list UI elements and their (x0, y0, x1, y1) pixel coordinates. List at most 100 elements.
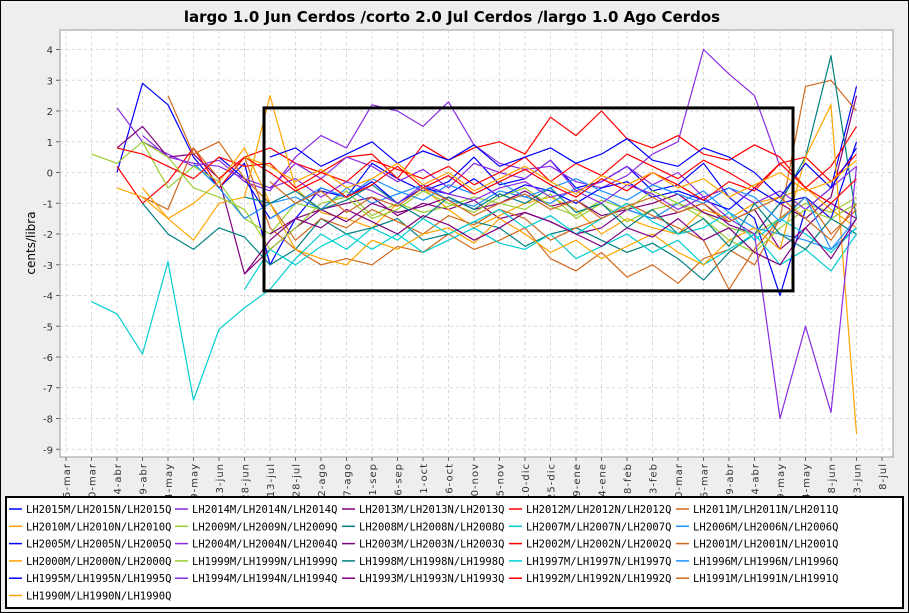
series-lines (91, 48, 858, 434)
x-tick-label: 11-oct (419, 463, 430, 501)
series-line-LH2002M/LH2002N/LH2002Q (116, 147, 857, 189)
legend-item: LH1990M/LH1990N/LH1990Q (9, 591, 171, 603)
x-tick-label: 11-sep (368, 463, 379, 503)
x-tick-label: 29-may (190, 463, 201, 507)
legend-label: LH1990M/LH1990N/LH1990Q (26, 591, 171, 603)
legend-label: LH2015M/LH2015N/LH2015Q (26, 504, 171, 516)
x-tick-label: 9-may (776, 463, 787, 500)
x-tick-label: 8-jun (827, 463, 838, 493)
x-tick-label: 23-jun (853, 463, 864, 501)
legend-label: LH2006M/LH2006N/LH2006Q (693, 521, 838, 533)
x-tick-label: 28-jul (292, 463, 303, 497)
y-tick-label: -7 (43, 384, 53, 395)
y-axis-label: cents/libra (24, 211, 38, 274)
legend-label: LH2000M/LH2000N/LH2000Q (26, 556, 171, 568)
x-tick-label: 23-feb (649, 463, 660, 501)
y-tick-label: 4 (47, 46, 53, 57)
x-tick-label: 10-nov (470, 463, 481, 504)
x-tick-label: 24-abr (751, 463, 762, 502)
y-tick-label: 3 (47, 76, 53, 87)
y-tick-label: -8 (43, 415, 53, 426)
legend-label: LH1993M/LH1993N/LH1993Q (359, 573, 504, 585)
x-tick-label: 13-jun (215, 463, 226, 501)
legend-item: LH2011M/LH2011N/LH2011Q (676, 504, 838, 516)
x-tick-label: 8-jul (878, 463, 889, 490)
legend-items: LH2015M/LH2015N/LH2015Q LH2014M/LH2014N/L… (9, 504, 838, 603)
legend-item: LH2014M/LH2014N/LH2014Q (175, 504, 337, 516)
legend-item: LH2005M/LH2005N/LH2005Q (9, 539, 171, 551)
legend-label: LH2013M/LH2013N/LH2013Q (359, 504, 504, 516)
y-axis: 4 3 2 1 0 -1 -2 -3 -4 -5 -6 -7 -8 -9 (43, 46, 60, 456)
legend (5, 496, 904, 609)
y-tick-label: -5 (43, 322, 53, 333)
x-tick-label: 25-dic (547, 463, 558, 500)
series-line-LH1995M/LH1995N/LH1995Q (269, 138, 858, 198)
series-line-LH1990M/LH1990N/LH1990Q (244, 156, 857, 198)
legend-label: LH2011M/LH2011N/LH2011Q (693, 504, 838, 516)
legend-item: LH1997M/LH1997N/LH1997Q (509, 556, 671, 568)
legend-label: LH2001M/LH2001N/LH2001Q (693, 539, 838, 551)
legend-label: LH1994M/LH1994N/LH1994Q (192, 573, 337, 585)
legend-label: LH2010M/LH2010N/LH2010Q (26, 521, 171, 533)
legend-label: LH2014M/LH2014N/LH2014Q (192, 504, 337, 516)
highlight-box (262, 106, 795, 293)
legend-item: LH2015M/LH2015N/LH2015Q (9, 504, 171, 516)
legend-item: LH2007M/LH2007N/LH2007Q (509, 521, 671, 533)
x-tick-label: 30-mar (88, 463, 99, 505)
series-line-LH2005M/LH2005N/LH2005Q (218, 141, 858, 220)
legend-item: LH1999M/LH1999N/LH1999Q (175, 556, 337, 568)
legend-label: LH2005M/LH2005N/LH2005Q (26, 539, 171, 551)
y-tick-label: 2 (47, 107, 53, 118)
series-line-LH1993M/LH1993N/LH1993Q (244, 208, 858, 275)
y-tick-label: -6 (43, 353, 53, 364)
x-tick-label: 10-dic (521, 463, 532, 500)
x-tick-label: 26-sep (394, 463, 405, 503)
x-tick-label: 13-jul (266, 463, 277, 497)
x-tick-label: 9-ene (572, 463, 583, 497)
series-line-LH2012M/LH2012N/LH2012Q (116, 110, 858, 204)
legend-item: LH2010M/LH2010N/LH2010Q (9, 521, 171, 533)
legend-label: LH1992M/LH1992N/LH1992Q (526, 573, 671, 585)
x-tick-label: 9-abr (725, 463, 736, 495)
legend-item: LH1993M/LH1993N/LH1993Q (342, 573, 504, 585)
legend-item: LH1991M/LH1991N/LH1991Q (676, 573, 838, 585)
legend-item: LH2009M/LH2009N/LH2009Q (175, 521, 337, 533)
series-line-LH2015M/LH2015N/LH2015Q (116, 82, 858, 297)
legend-item: LH2012M/LH2012N/LH2012Q (509, 504, 671, 516)
legend-label: LH1997M/LH1997N/LH1997Q (526, 556, 671, 568)
y-tick-label: -4 (43, 292, 53, 303)
series-line-LH1994M/LH1994N/LH1994Q (269, 166, 858, 420)
x-tick-label: 24-may (802, 463, 813, 507)
x-tick-label: 26-oct (445, 463, 456, 501)
legend-label: LH1998M/LH1998N/LH1998Q (359, 556, 504, 568)
series-line-LH2001M/LH2001N/LH2001Q (167, 95, 857, 290)
legend-label: LH2008M/LH2008N/LH2008Q (359, 521, 504, 533)
x-tick-label: 15-mar (62, 463, 73, 505)
x-tick-label: 12-ago (317, 463, 328, 504)
x-tick-label: 29-abr (139, 463, 150, 502)
series-line-LH1992M/LH1992N/LH1992Q (218, 156, 857, 204)
legend-label: LH2004M/LH2004N/LH2004Q (192, 539, 337, 551)
legend-label: LH1999M/LH1999N/LH1999Q (192, 556, 337, 568)
legend-item: LH1995M/LH1995N/LH1995Q (9, 573, 171, 585)
y-tick-label: 1 (47, 138, 53, 149)
series-line-LH2003M/LH2003N/LH2003Q (269, 190, 857, 250)
y-tick-label: -2 (43, 230, 53, 241)
x-tick-label: 10-mar (674, 463, 685, 505)
series-line-LH1996M/LH1996N/LH1996Q (269, 178, 857, 250)
y-tick-label: -1 (43, 199, 53, 210)
plot-area (59, 29, 894, 458)
y-tick-label: -9 (43, 445, 53, 456)
legend-item: LH1996M/LH1996N/LH1996Q (676, 556, 838, 568)
legend-item: LH2002M/LH2002N/LH2002Q (509, 539, 671, 551)
series-line-LH1999M/LH1999N/LH1999Q (142, 141, 857, 253)
grid (60, 30, 893, 457)
x-axis: 15-mar 30-mar 14-abr 29-abr 14-may 29-may 13-j… (62, 457, 889, 507)
series-line-LH2010M/LH2010N/LH2010Q (142, 94, 857, 241)
legend-label: LH1991M/LH1991N/LH1991Q (693, 573, 838, 585)
legend-label: LH2002M/LH2002N/LH2002Q (526, 539, 671, 551)
y-tick-label: -3 (43, 261, 53, 272)
y-tick-label: 0 (47, 169, 53, 180)
x-tick-label: 25-mar (700, 463, 711, 505)
